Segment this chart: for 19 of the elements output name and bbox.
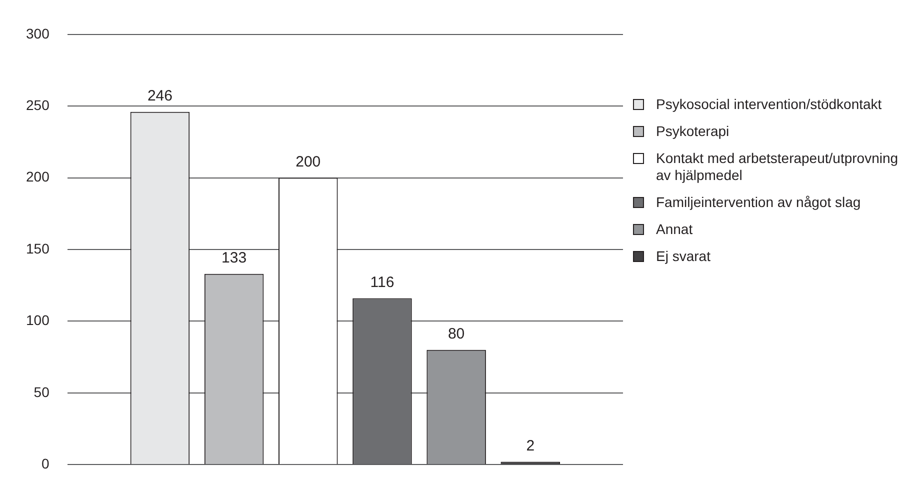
y-tick-label: 300: [26, 25, 50, 42]
y-tick-label: 150: [26, 240, 50, 256]
data-label: 133: [222, 250, 247, 267]
data-label: 116: [370, 274, 394, 291]
y-tick-label: 100: [26, 312, 50, 328]
text: Kontakt med arbetsterapeut/utprovning av hjälpmedel: [656, 150, 898, 183]
y-tick-label: 200: [26, 168, 50, 185]
y-tick-label: 0: [42, 455, 50, 472]
legend-label: Ej svarat: [656, 248, 710, 265]
data-label: 2: [526, 437, 535, 454]
y-tick-label: 50: [34, 384, 50, 400]
legend-label: Annat: [656, 221, 693, 238]
data-label: 200: [296, 153, 321, 170]
legend-label: Familjeintervention av något slag: [656, 194, 861, 211]
legend-label: Psykosocial intervention/stödkontakt: [656, 96, 882, 113]
data-label: 80: [448, 326, 465, 343]
y-tick-label: 250: [26, 96, 50, 113]
data-label: 246: [147, 87, 172, 104]
legend-label: Psykoterapi: [656, 123, 730, 140]
